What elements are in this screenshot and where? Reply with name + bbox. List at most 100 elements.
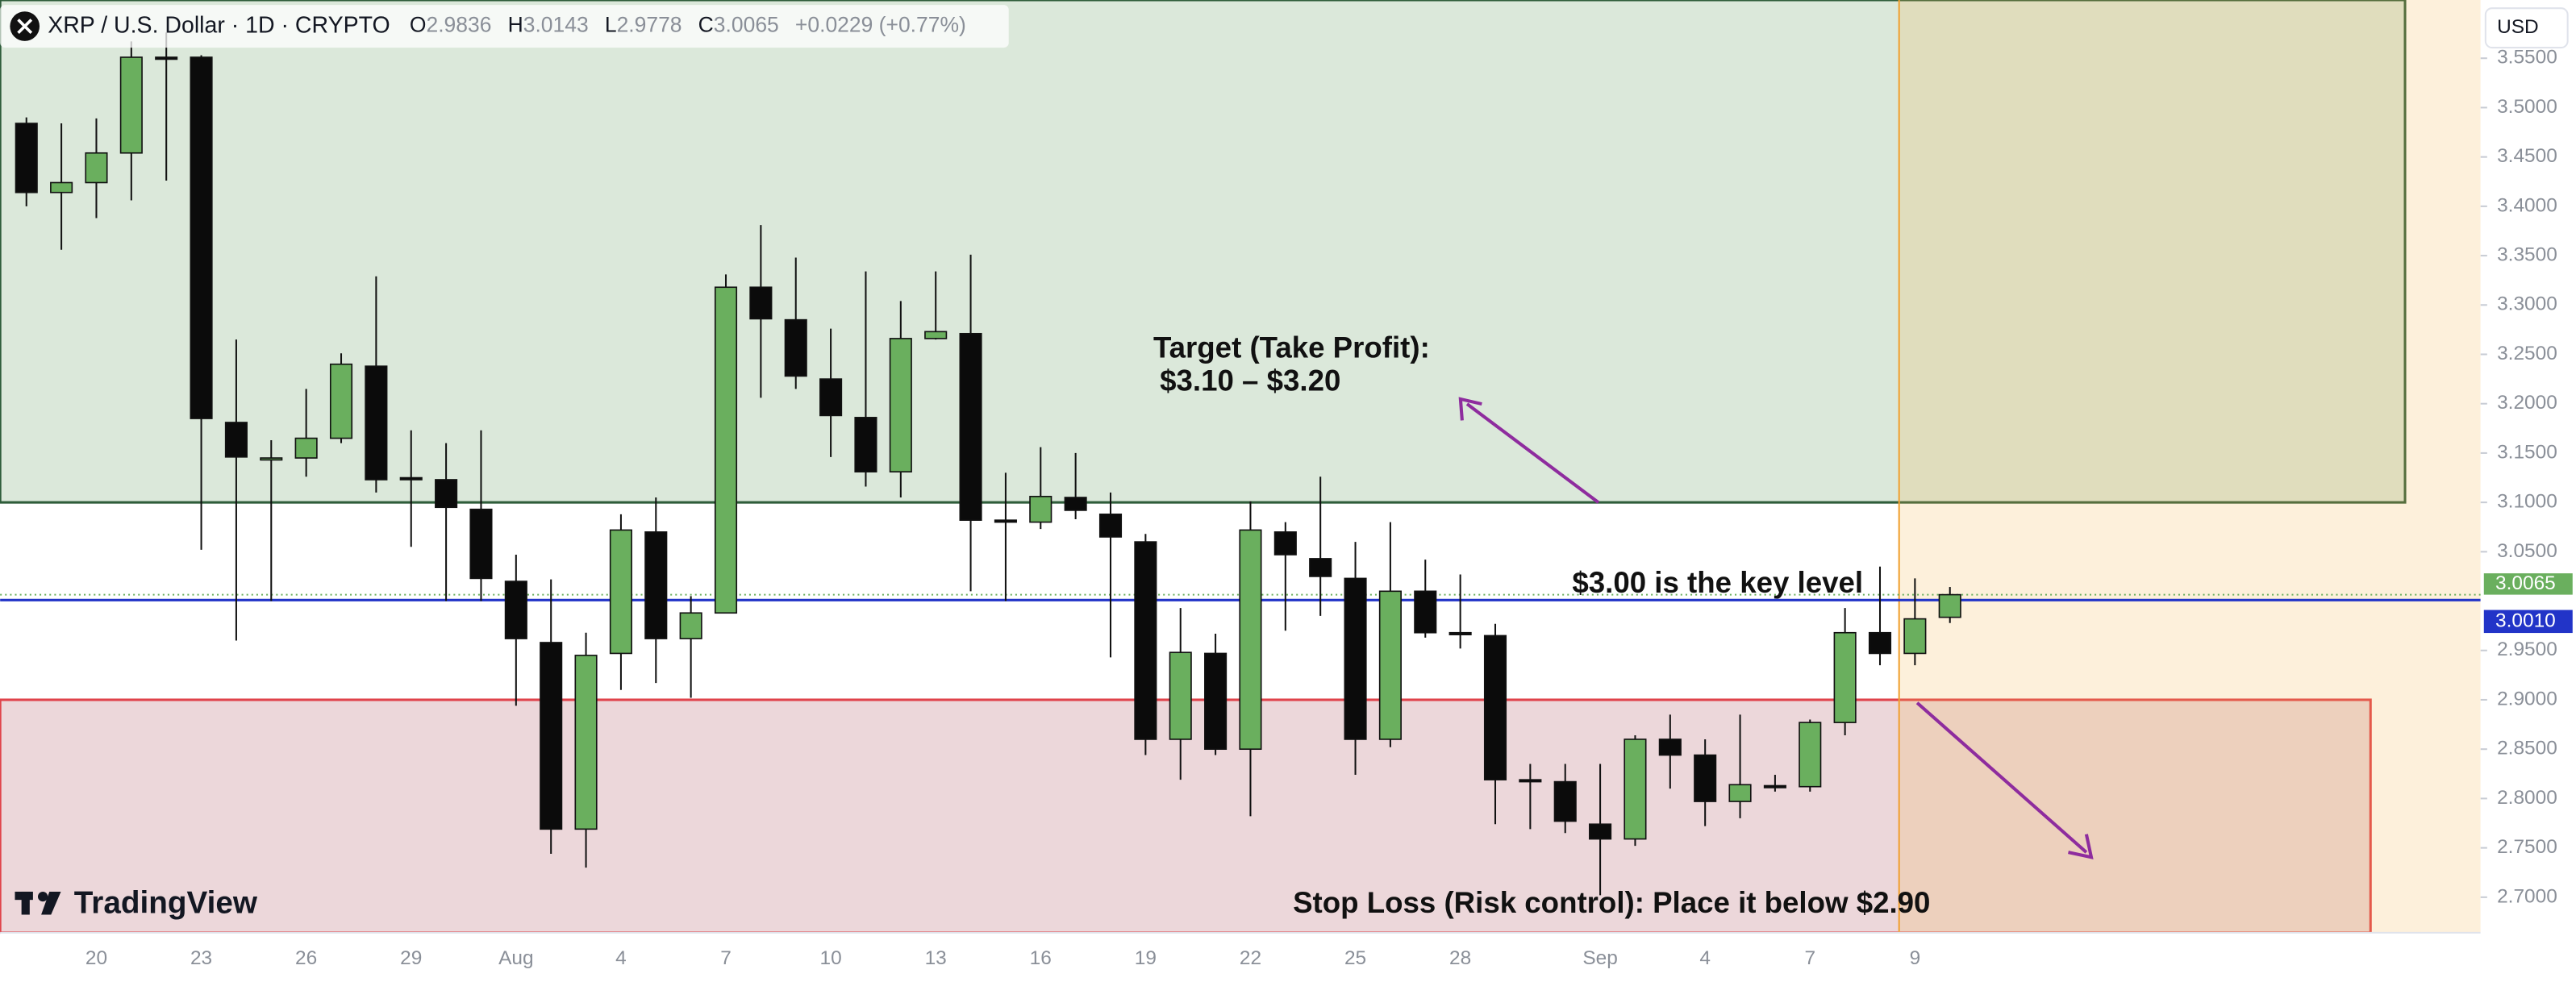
candle-body	[924, 331, 948, 339]
target-arrow	[1465, 402, 1600, 504]
candle-body	[1378, 590, 1402, 740]
candle-body	[819, 378, 843, 417]
y-tick-label: 3.0500	[2497, 540, 2557, 562]
zones	[0, 0, 2481, 934]
candle-body	[1624, 739, 1647, 840]
candle-body	[260, 457, 283, 461]
x-tick-label: 25	[1344, 947, 1366, 969]
ohlc-value: 2.9836	[426, 13, 491, 37]
x-tick-label: 28	[1449, 947, 1471, 969]
candle-body	[1833, 631, 1857, 723]
candle-body	[1799, 722, 1822, 788]
y-tick-label: 2.9000	[2497, 688, 2557, 709]
candle-body	[784, 318, 807, 377]
target-range: $3.10 – $3.20	[1160, 364, 1340, 397]
key-level-note: $3.00 is the key level	[1572, 566, 1863, 599]
stop-arrowhead	[2068, 834, 2094, 859]
ohlc-key: H	[508, 13, 523, 37]
axes: 2.7000 2.7500 2.8000 2.8500 2.9000 2.9500 3.05…	[85, 47, 2573, 969]
x-tick-label: 13	[925, 947, 947, 969]
key-level-label: 3.0010	[2495, 610, 2556, 631]
x-tick-label: 9	[1910, 947, 1921, 969]
x-tick-label: 4	[615, 947, 627, 969]
candle-body	[540, 642, 563, 830]
y-tick-label: 3.1000	[2497, 491, 2557, 513]
candle-body	[1309, 558, 1332, 577]
target-zone	[0, 0, 2407, 504]
logo-mark	[38, 891, 48, 902]
x-tick-label: 26	[295, 947, 317, 969]
currency-button[interactable]: USD	[2484, 7, 2569, 49]
x-tick-label: Sep	[1582, 947, 1617, 969]
price-axis-bg	[2480, 0, 2576, 982]
y-tick-label: 3.4000	[2497, 194, 2557, 216]
candle-body	[1694, 754, 1717, 802]
x-tick-label: 7	[1804, 947, 1815, 969]
candle-body	[1448, 631, 1472, 635]
y-tick-label: 3.3000	[2497, 293, 2557, 315]
candle-body	[1728, 784, 1752, 802]
candle-body	[1064, 497, 1087, 511]
x-tick-label: 4	[1699, 947, 1711, 969]
candle-body	[1938, 593, 1961, 618]
candle-body	[1344, 577, 1367, 740]
target-title: Target (Take Profit):	[1153, 331, 1430, 364]
x-tick-label: 7	[720, 947, 732, 969]
candle-body	[1868, 631, 1892, 655]
candle-body	[609, 529, 632, 655]
key-level-tag	[2483, 610, 2573, 634]
last-price-label: 3.0065	[2495, 572, 2556, 594]
candle-body	[155, 56, 178, 60]
brand: TradingView	[74, 885, 258, 920]
y-tick-label: 3.5500	[2497, 47, 2557, 69]
candle-body	[574, 655, 598, 830]
candle-body	[1763, 784, 1786, 789]
candle-body	[1589, 823, 1612, 840]
candle-body	[365, 365, 388, 481]
candle-body	[854, 417, 877, 472]
y-tick-label: 2.7000	[2497, 885, 2557, 907]
candle-body	[190, 56, 213, 419]
change: +0.0229 (+0.77%)	[795, 13, 966, 37]
x-tick-label: 29	[400, 947, 422, 969]
x-tick-label: 22	[1240, 947, 1261, 969]
last-price-tag	[2483, 573, 2573, 595]
x-tick-label: Aug	[498, 947, 533, 969]
symbol-icon-mark	[17, 19, 33, 35]
candle-body	[1204, 652, 1228, 751]
candle-body	[1098, 514, 1123, 538]
currency-box[interactable]	[2484, 7, 2569, 49]
ohlc-value: 3.0143	[523, 13, 589, 37]
header-text: XRP / U.S. Dollar · 1D · CRYPTO O2.9836 …	[48, 12, 966, 38]
candle-body	[714, 286, 738, 614]
candle-body	[224, 422, 248, 458]
candle-body	[889, 338, 912, 472]
candle-body	[1658, 739, 1682, 756]
candle-body	[749, 286, 773, 320]
ohlc-key: L	[605, 13, 617, 37]
ohlc-value: 3.0065	[714, 13, 779, 37]
candle-body	[469, 508, 493, 580]
time-axis-bg	[0, 932, 2481, 982]
candle-body	[1903, 618, 1927, 655]
candle-body	[294, 437, 318, 459]
x-tick-label: 20	[85, 947, 107, 969]
y-tick-label: 3.3500	[2497, 244, 2557, 266]
x-tick-label: 23	[190, 947, 212, 969]
header-bg	[0, 5, 1009, 48]
y-tick-label: 3.4500	[2497, 145, 2557, 167]
logo-mark	[41, 891, 61, 915]
candle-body	[50, 181, 73, 193]
symbol: XRP / U.S. Dollar · 1D · CRYPTO	[48, 12, 390, 38]
candle-body	[1134, 541, 1157, 740]
y-tick-label: 2.8000	[2497, 787, 2557, 809]
logo-mark	[21, 891, 30, 915]
currency[interactable]: USD	[2497, 16, 2539, 38]
candle-body	[1553, 780, 1577, 822]
y-tick-label: 3.5000	[2497, 96, 2557, 118]
candle-body	[435, 479, 458, 509]
projection-area	[1899, 0, 2481, 933]
ohlc-key: O	[410, 13, 427, 37]
